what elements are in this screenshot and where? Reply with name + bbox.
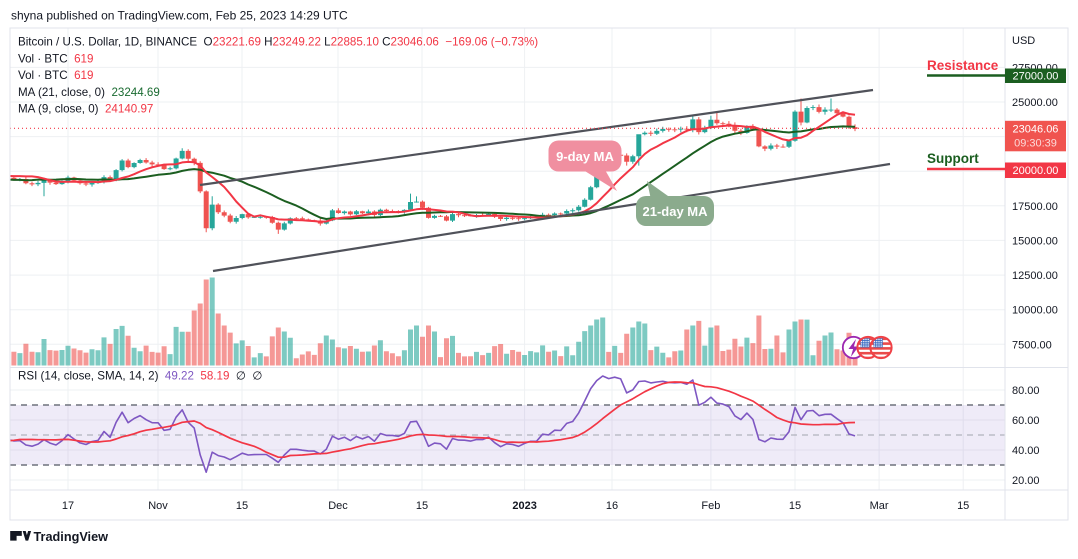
svg-text:12500.00: 12500.00 xyxy=(1012,270,1058,282)
svg-text:TradingView: TradingView xyxy=(34,530,109,544)
svg-text:shyna published on TradingView: shyna published on TradingView.com, Feb … xyxy=(11,8,348,22)
svg-text:15: 15 xyxy=(236,500,248,512)
svg-text:15: 15 xyxy=(789,500,801,512)
svg-text:Resistance: Resistance xyxy=(927,58,999,73)
svg-text:Dec: Dec xyxy=(328,500,348,512)
svg-text:Vol · BTC 619: Vol · BTC 619 xyxy=(18,52,93,65)
svg-text:27000.00: 27000.00 xyxy=(1013,71,1059,83)
svg-text:Bitcoin / U.S. Dollar, 1D, BIN: Bitcoin / U.S. Dollar, 1D, BINANCE O2322… xyxy=(18,36,538,49)
svg-text:Support: Support xyxy=(927,151,979,166)
svg-text:Nov: Nov xyxy=(148,500,168,512)
svg-text:RSI (14, close, SMA, 14, 2) 4: RSI (14, close, SMA, 14, 2) 49.22 58.19 … xyxy=(18,370,263,383)
svg-text:Vol · BTC 619: Vol · BTC 619 xyxy=(18,69,93,82)
svg-text:40.00: 40.00 xyxy=(1012,445,1040,457)
svg-text:09:30:39: 09:30:39 xyxy=(1014,138,1057,150)
svg-text:80.00: 80.00 xyxy=(1012,385,1040,397)
svg-text:15: 15 xyxy=(416,500,428,512)
svg-text:17500.00: 17500.00 xyxy=(1012,201,1058,213)
svg-text:9-day MA: 9-day MA xyxy=(556,149,614,164)
svg-text:20000.00: 20000.00 xyxy=(1013,165,1059,177)
svg-text:2023: 2023 xyxy=(512,500,536,512)
svg-text:Feb: Feb xyxy=(701,500,720,512)
svg-text:16: 16 xyxy=(606,500,618,512)
svg-text:60.00: 60.00 xyxy=(1012,415,1040,427)
svg-text:USD: USD xyxy=(1012,35,1035,47)
svg-text:MA (9, close, 0) 24140.97: MA (9, close, 0) 24140.97 xyxy=(18,103,153,116)
svg-text:25000.00: 25000.00 xyxy=(1012,97,1058,109)
svg-text:Mar: Mar xyxy=(870,500,889,512)
svg-text:23046.06: 23046.06 xyxy=(1013,124,1059,136)
svg-text:15: 15 xyxy=(957,500,969,512)
svg-text:15000.00: 15000.00 xyxy=(1012,235,1058,247)
svg-text:10000.00: 10000.00 xyxy=(1012,305,1058,317)
svg-text:20.00: 20.00 xyxy=(1012,475,1040,487)
svg-text:MA (21, close, 0) 23244.69: MA (21, close, 0) 23244.69 xyxy=(18,86,160,99)
svg-text:7500.00: 7500.00 xyxy=(1012,339,1052,351)
svg-text:21-day MA: 21-day MA xyxy=(642,204,708,219)
svg-text:17: 17 xyxy=(62,500,74,512)
